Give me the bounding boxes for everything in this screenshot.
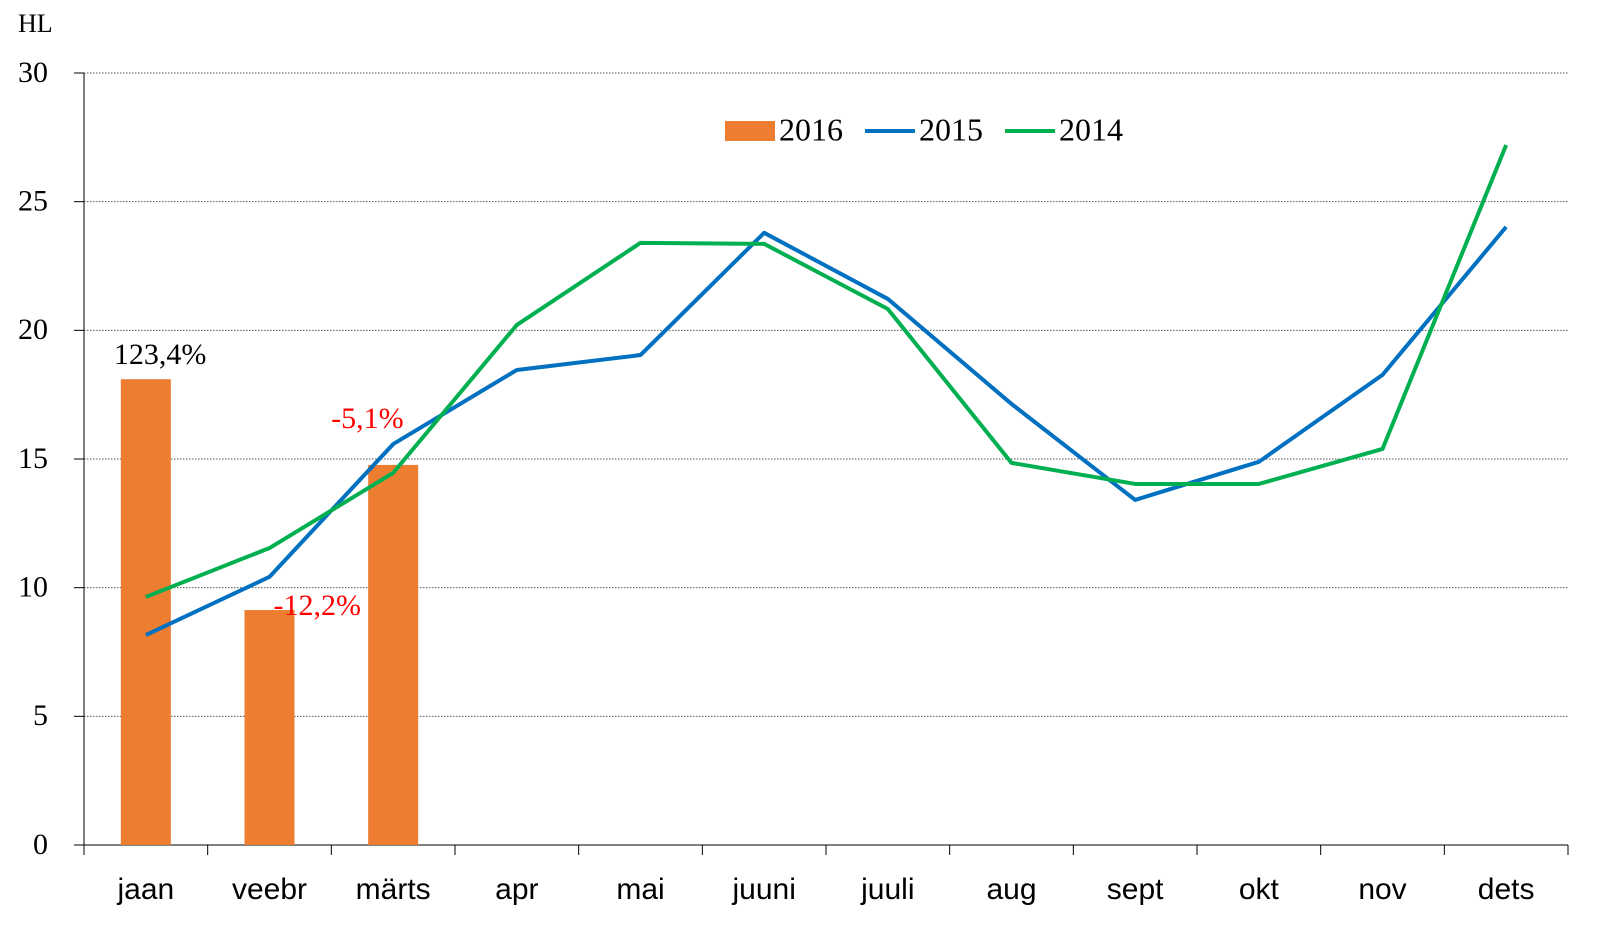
annotation: -5,1% — [331, 402, 403, 435]
annotation: -12,2% — [274, 589, 361, 622]
legend-label: 2015 — [919, 111, 983, 147]
x-tick-label: juuni — [731, 873, 795, 906]
line — [145, 144, 1509, 599]
line — [144, 225, 1508, 637]
x-tick-label: dets — [1478, 873, 1535, 906]
y-tick-label: 15 — [18, 442, 48, 475]
bar — [120, 379, 171, 845]
x-tick-label: nov — [1358, 873, 1406, 906]
x-tick-label: jaan — [116, 873, 174, 906]
x-tick-label: veebr — [232, 873, 307, 906]
legend-label: 2016 — [779, 111, 843, 147]
y-tick-label: 25 — [18, 185, 48, 218]
y-tick-label: 20 — [18, 313, 48, 346]
bar — [244, 610, 295, 845]
x-tick-label: sept — [1107, 873, 1164, 906]
x-tick-label: juuli — [860, 873, 914, 906]
annotation: 123,4% — [114, 338, 207, 371]
y-axis-label: HL — [18, 9, 53, 38]
y-tick-label: 5 — [33, 699, 48, 732]
bar — [368, 464, 419, 845]
y-tick-label: 0 — [33, 828, 48, 861]
x-tick-label: okt — [1239, 873, 1280, 906]
x-tick-label: aug — [986, 873, 1036, 906]
x-tick-label: mai — [616, 873, 664, 906]
y-tick-label: 30 — [18, 56, 48, 89]
legend-label: 2014 — [1059, 111, 1123, 147]
y-tick-label: 10 — [18, 571, 48, 604]
x-tick-label: märts — [356, 873, 431, 906]
x-tick-label: apr — [495, 873, 538, 906]
legend-swatch — [725, 121, 775, 141]
